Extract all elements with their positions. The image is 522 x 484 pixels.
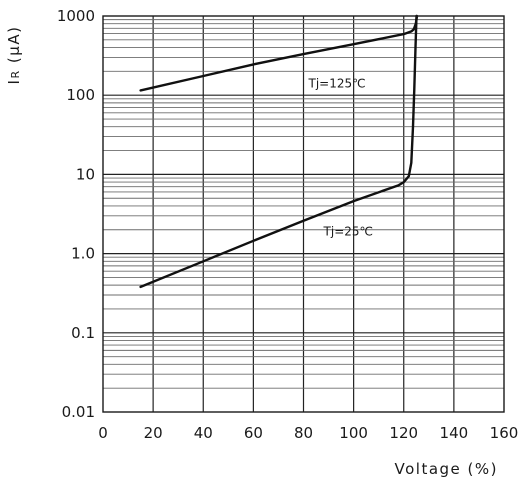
y-tick-label: 1000 [57, 7, 95, 25]
y-axis-label-subscript: R [9, 69, 22, 78]
y-axis-label-unit: (μA) [5, 26, 23, 70]
x-tick-label: 140 [440, 424, 469, 442]
x-tick-label: 40 [194, 424, 213, 442]
x-tick-label: 0 [98, 424, 108, 442]
y-tick-labels: 0.01 0.1 1.0 10 100 1000 [57, 7, 95, 421]
y-tick-label: 0.01 [62, 403, 95, 421]
annotations: Tj=125℃ Tj=25℃ [308, 77, 374, 239]
x-tick-labels: 0 20 40 60 80 100 120 140 160 [98, 424, 518, 442]
series-line [139, 14, 418, 289]
y-tick-label: 0.1 [71, 324, 95, 342]
y-tick-label: 10 [76, 165, 95, 183]
y-axis-label-main: I [5, 79, 23, 85]
x-tick-label: 120 [389, 424, 418, 442]
x-tick-label: 80 [294, 424, 313, 442]
x-tick-label: 160 [490, 424, 519, 442]
y-tick-label: 100 [66, 86, 95, 104]
grid [103, 16, 504, 412]
x-tick-label: 60 [244, 424, 263, 442]
y-axis-label: IR (μA) [5, 26, 23, 85]
y-tick-label: 1.0 [71, 245, 95, 263]
x-tick-label: 100 [339, 424, 368, 442]
x-tick-label: 20 [144, 424, 163, 442]
series-annotation: Tj=125℃ [308, 77, 366, 91]
plot-frame [102, 15, 505, 413]
x-axis-label: Voltage (%) [395, 460, 499, 478]
series-layer [139, 14, 419, 289]
series-line [139, 14, 419, 92]
series-annotation: Tj=25℃ [323, 224, 373, 238]
